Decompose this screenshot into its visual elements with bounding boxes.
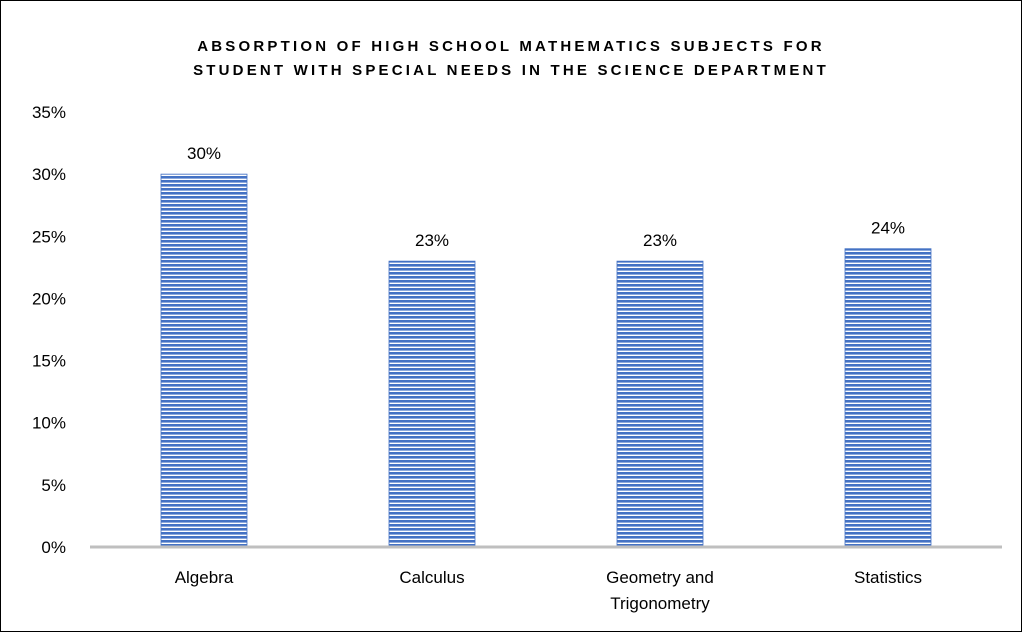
- bar: [845, 248, 931, 547]
- bar: [389, 261, 475, 547]
- y-tick-label: 0%: [41, 538, 66, 557]
- data-label: 23%: [643, 231, 677, 250]
- bar: [161, 174, 247, 547]
- y-tick-label: 15%: [32, 352, 66, 371]
- chart-title: ABSORPTION OF HIGH SCHOOL MATHEMATICS SU…: [1, 35, 1021, 83]
- x-tick-label: Geometry and: [606, 568, 714, 587]
- data-label: 24%: [871, 219, 905, 238]
- x-tick-label: Calculus: [399, 568, 464, 587]
- x-axis: Algebra Calculus Geometry and Trigonometry S…: [175, 568, 922, 613]
- data-labels: 30% 23% 23% 24%: [187, 144, 905, 250]
- x-tick-label: Algebra: [175, 568, 234, 587]
- y-tick-label: 10%: [32, 414, 66, 433]
- y-tick-label: 35%: [32, 103, 66, 122]
- y-axis: 0% 5% 10% 15% 20% 25% 30% 35%: [32, 103, 66, 557]
- data-label: 23%: [415, 231, 449, 250]
- bar: [617, 261, 703, 547]
- data-label: 30%: [187, 144, 221, 163]
- x-tick-label: Statistics: [854, 568, 922, 587]
- y-tick-label: 30%: [32, 165, 66, 184]
- y-tick-label: 20%: [32, 289, 66, 308]
- bars: [160, 173, 932, 548]
- chart-title-line-1: ABSORPTION OF HIGH SCHOOL MATHEMATICS SU…: [197, 38, 825, 55]
- chart-title-line-2: STUDENT WITH SPECIAL NEEDS IN THE SCIENC…: [193, 62, 829, 79]
- y-tick-label: 25%: [32, 227, 66, 246]
- x-tick-label: Trigonometry: [610, 594, 710, 613]
- y-tick-label: 5%: [41, 476, 66, 495]
